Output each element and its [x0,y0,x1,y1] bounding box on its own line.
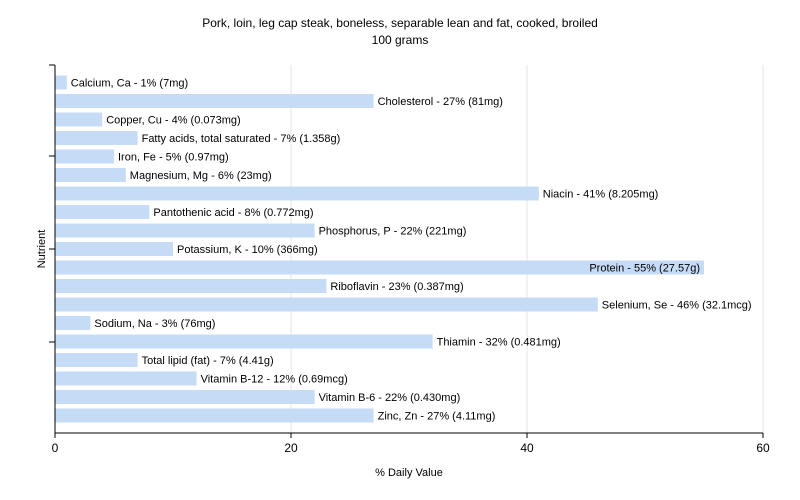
bar-label: Fatty acids, total saturated - 7% (1.358… [142,133,341,145]
chart-subtitle: 100 grams [372,33,429,47]
bar-label: Protein - 55% (27.57g) [589,263,700,275]
bar-label: Riboflavin - 23% (0.387mg) [330,281,463,293]
bar [55,390,315,404]
bar [55,131,138,145]
y-axis-label: Nutrient [36,230,48,269]
axes-group: 0 20 40 60 [49,64,770,455]
bar-label: Total lipid (fat) - 7% (4.41g) [142,355,274,367]
bar-label: Phosphorus, P - 22% (221mg) [319,226,467,238]
bar [55,279,327,293]
chart-title: Pork, loin, leg cap steak, boneless, sep… [202,16,598,30]
bar-label: Copper, Cu - 4% (0.073mg) [106,115,241,127]
bar-label: Selenium, Se - 46% (32.1mcg) [602,300,752,312]
bar-label: Vitamin B-12 - 12% (0.69mcg) [201,374,348,386]
bar-label: Cholesterol - 27% (81mg) [378,96,503,108]
x-axis-label: % Daily Value [375,467,443,479]
bar-label: Iron, Fe - 5% (0.97mg) [118,152,229,164]
x-tick-label: 40 [520,441,534,455]
bar-label: Pantothenic acid - 8% (0.772mg) [153,207,313,219]
bar [55,205,150,219]
bar [55,186,539,201]
bar-label: Niacin - 41% (8.205mg) [543,189,659,201]
bar [55,297,598,312]
bar-label: Magnesium, Mg - 6% (23mg) [130,170,272,182]
grid-lines [290,65,764,433]
bar [55,75,67,90]
bar-label: Thiamin - 32% (0.481mg) [437,337,561,349]
x-tick-label: 60 [756,441,770,455]
bar-label: Vitamin B-6 - 22% (0.430mg) [319,392,461,404]
bar [55,316,91,330]
bar [55,149,114,164]
bar [55,371,197,386]
bar [55,353,138,367]
bar-label: Sodium, Na - 3% (76mg) [94,318,215,330]
x-tick-label: 20 [284,441,298,455]
bar [55,223,315,238]
bar-label: Zinc, Zn - 27% (4.11mg) [378,411,496,423]
bar [55,334,433,349]
bar [55,242,173,256]
bar [55,112,103,127]
x-tick-label: 0 [52,441,59,455]
bar [55,260,704,275]
bar-label: Potassium, K - 10% (366mg) [177,244,318,256]
bars-group: Calcium, Ca - 1% (7mg) Cholesterol - 27% … [55,75,752,423]
bar [55,94,374,108]
bar-label: Calcium, Ca - 1% (7mg) [71,78,188,90]
bar [55,168,126,182]
bar [55,408,374,423]
